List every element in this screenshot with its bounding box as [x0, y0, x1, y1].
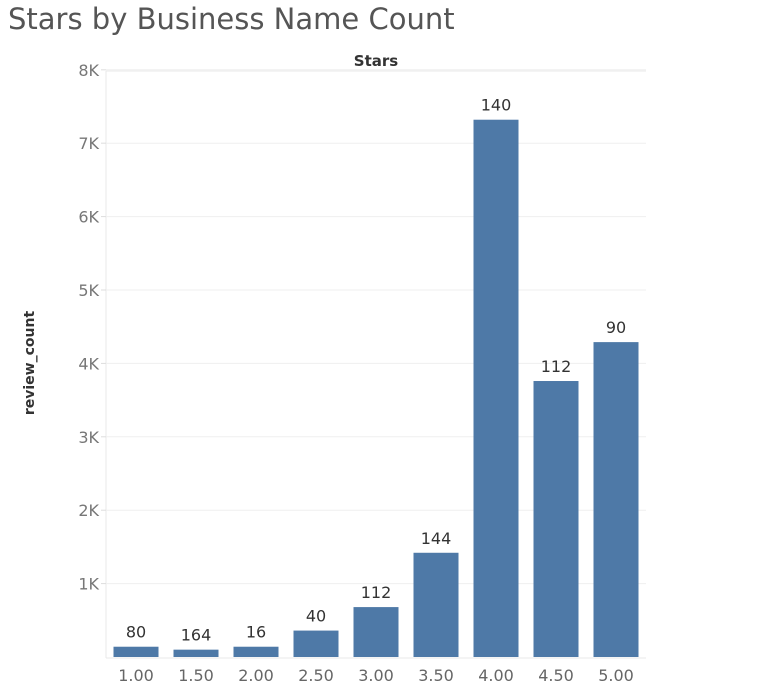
- data-label: 164: [181, 626, 212, 645]
- y-tick-label: 2K: [78, 501, 99, 520]
- chart-title: Stars by Business Name Count: [8, 2, 455, 36]
- x-tick-label: 2.00: [238, 666, 274, 685]
- y-tick-label: 8K: [78, 61, 99, 80]
- x-tick-label: 1.50: [178, 666, 214, 685]
- y-axis-label: review_count: [22, 311, 38, 416]
- x-axis-ticks: 1.00 1.50 2.00 2.50 3.00 3.50 4.00 4.50 5.00: [118, 666, 634, 685]
- y-tick-label: 4K: [78, 354, 99, 373]
- data-label: 16: [246, 623, 266, 642]
- y-axis-ticks: 1K 2K 3K 4K 5K 6K 7K 8K: [78, 61, 106, 594]
- x-tick-label: 3.50: [418, 666, 454, 685]
- x-tick-label: 1.00: [118, 666, 154, 685]
- data-label: 140: [481, 96, 512, 115]
- bar: [413, 552, 459, 657]
- y-tick-label: 5K: [78, 281, 99, 300]
- bar: [173, 649, 219, 657]
- gridlines: [105, 69, 646, 659]
- bar: [293, 630, 339, 657]
- x-tick-label: 4.00: [478, 666, 514, 685]
- bar: [233, 646, 279, 657]
- x-tick-label: 3.00: [358, 666, 394, 685]
- bar: [473, 119, 519, 658]
- x-tick-label: 5.00: [598, 666, 634, 685]
- column-header: Stars: [354, 52, 398, 70]
- y-tick-label: 7K: [78, 134, 99, 153]
- bar: [533, 381, 579, 657]
- data-label: 40: [306, 607, 326, 626]
- data-label: 90: [606, 318, 626, 337]
- x-tick-label: 4.50: [538, 666, 574, 685]
- bars: [113, 119, 639, 658]
- data-labels: 80 164 16 40 112 144 140 112 90: [126, 96, 626, 645]
- y-tick-label: 1K: [78, 575, 99, 594]
- data-label: 112: [541, 357, 572, 376]
- bar: [593, 342, 639, 657]
- bar: [353, 607, 399, 657]
- data-label: 112: [361, 583, 392, 602]
- x-tick-label: 2.50: [298, 666, 334, 685]
- y-tick-label: 3K: [78, 428, 99, 447]
- bar: [113, 646, 159, 657]
- data-label: 80: [126, 623, 146, 642]
- y-tick-label: 6K: [78, 208, 99, 227]
- data-label: 144: [421, 529, 452, 548]
